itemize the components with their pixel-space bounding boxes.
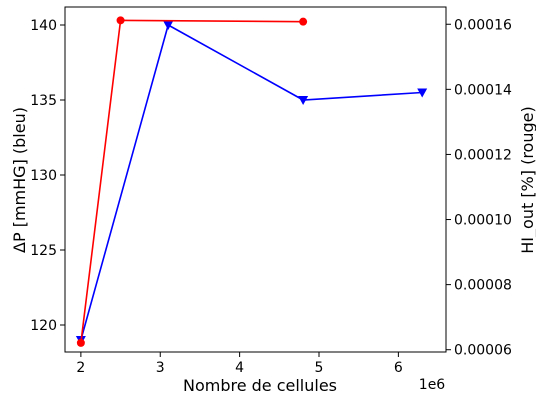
y-right-tick-label: 0.00008	[454, 278, 512, 294]
y-right-tick-label: 0.00016	[454, 17, 512, 33]
x-axis-offset-label: 1e6	[419, 377, 446, 393]
y-left-tick-label: 140	[30, 18, 57, 34]
y-right-tick-label: 0.00014	[454, 82, 512, 98]
y-axis-title-right: HI_out [%] (rouge)	[518, 106, 536, 253]
blue-series-point	[417, 88, 428, 98]
red-series-point	[76, 338, 85, 347]
x-tick-label: 5	[315, 360, 324, 376]
x-tick-label: 6	[394, 360, 403, 376]
y-axis-title-left: ΔP [mmHG] (bleu)	[10, 107, 29, 253]
y-left-tick-label: 120	[30, 318, 57, 334]
red-series-point	[116, 16, 125, 25]
red-series-point	[299, 17, 308, 26]
x-axis-title: Nombre de cellules	[183, 376, 337, 395]
y-left-tick-label: 125	[30, 243, 57, 259]
red-series-line	[80, 19, 304, 343]
y-right-tick-label: 0.00006	[454, 343, 512, 359]
blue-series-point	[163, 21, 174, 30]
x-tick-label: 2	[76, 360, 85, 376]
y-left-tick-label: 135	[30, 93, 57, 109]
x-tick-label: 4	[235, 360, 244, 376]
blue-series-line	[80, 23, 423, 341]
plot-frame	[64, 6, 447, 353]
y-left-tick-label: 130	[30, 168, 57, 184]
blue-series-point	[298, 96, 309, 105]
y-right-tick-label: 0.00012	[454, 147, 512, 163]
y-right-tick-label: 0.00010	[454, 213, 512, 229]
x-tick-label: 3	[156, 360, 165, 376]
